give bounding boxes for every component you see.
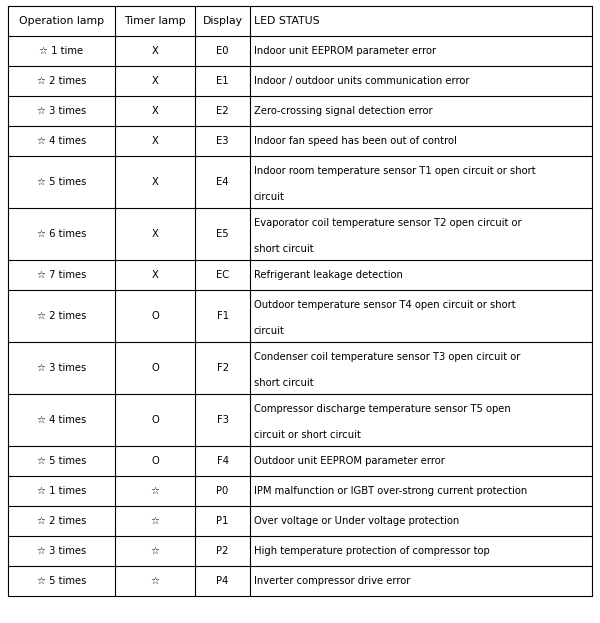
Text: ☆: ☆: [151, 486, 160, 496]
Text: ☆ 4 times: ☆ 4 times: [37, 136, 86, 146]
Text: Indoor unit EEPROM parameter error: Indoor unit EEPROM parameter error: [254, 46, 436, 56]
Text: O: O: [151, 363, 159, 373]
Text: E3: E3: [217, 136, 229, 146]
Text: ☆ 5 times: ☆ 5 times: [37, 177, 86, 187]
Text: F4: F4: [217, 456, 229, 466]
Text: short circuit: short circuit: [254, 378, 313, 388]
Text: Evaporator coil temperature sensor T2 open circuit or: Evaporator coil temperature sensor T2 op…: [254, 217, 521, 227]
Text: ☆ 6 times: ☆ 6 times: [37, 229, 86, 239]
Text: X: X: [152, 106, 158, 116]
Text: O: O: [151, 311, 159, 321]
Text: F2: F2: [217, 363, 229, 373]
Text: ☆ 3 times: ☆ 3 times: [37, 546, 86, 556]
Text: P1: P1: [217, 516, 229, 526]
Text: E2: E2: [217, 106, 229, 116]
Text: X: X: [152, 270, 158, 280]
Text: E5: E5: [217, 229, 229, 239]
Text: O: O: [151, 415, 159, 425]
Text: X: X: [152, 76, 158, 86]
Text: ☆ 2 times: ☆ 2 times: [37, 311, 86, 321]
Text: ☆ 5 times: ☆ 5 times: [37, 576, 86, 586]
Text: EC: EC: [216, 270, 229, 280]
Text: X: X: [152, 229, 158, 239]
Text: Condenser coil temperature sensor T3 open circuit or: Condenser coil temperature sensor T3 ope…: [254, 351, 520, 361]
Text: E4: E4: [217, 177, 229, 187]
Text: circuit or short circuit: circuit or short circuit: [254, 430, 361, 440]
Text: ☆: ☆: [151, 516, 160, 526]
Text: Refrigerant leakage detection: Refrigerant leakage detection: [254, 270, 403, 280]
Text: O: O: [151, 456, 159, 466]
Text: ☆ 3 times: ☆ 3 times: [37, 106, 86, 116]
Text: LED STATUS: LED STATUS: [254, 16, 319, 26]
Text: Compressor discharge temperature sensor T5 open: Compressor discharge temperature sensor …: [254, 404, 511, 414]
Text: Indoor room temperature sensor T1 open circuit or short: Indoor room temperature sensor T1 open c…: [254, 166, 535, 176]
Text: circuit: circuit: [254, 326, 284, 336]
Text: P2: P2: [217, 546, 229, 556]
Text: Indoor / outdoor units communication error: Indoor / outdoor units communication err…: [254, 76, 469, 86]
Text: ☆ 2 times: ☆ 2 times: [37, 76, 86, 86]
Text: ☆: ☆: [151, 576, 160, 586]
Text: Indoor fan speed has been out of control: Indoor fan speed has been out of control: [254, 136, 457, 146]
Text: X: X: [152, 136, 158, 146]
Text: ☆ 1 times: ☆ 1 times: [37, 486, 86, 496]
Text: ☆ 3 times: ☆ 3 times: [37, 363, 86, 373]
Text: Outdoor temperature sensor T4 open circuit or short: Outdoor temperature sensor T4 open circu…: [254, 300, 515, 310]
Text: Zero-crossing signal detection error: Zero-crossing signal detection error: [254, 106, 433, 116]
Text: F3: F3: [217, 415, 229, 425]
Text: E0: E0: [217, 46, 229, 56]
Text: ☆ 1 time: ☆ 1 time: [40, 46, 83, 56]
Text: X: X: [152, 46, 158, 56]
Text: ☆ 2 times: ☆ 2 times: [37, 516, 86, 526]
Text: P0: P0: [217, 486, 229, 496]
Text: ☆ 7 times: ☆ 7 times: [37, 270, 86, 280]
Text: Operation lamp: Operation lamp: [19, 16, 104, 26]
Text: X: X: [152, 177, 158, 187]
Text: P4: P4: [217, 576, 229, 586]
Text: Outdoor unit EEPROM parameter error: Outdoor unit EEPROM parameter error: [254, 456, 445, 466]
Text: High temperature protection of compressor top: High temperature protection of compresso…: [254, 546, 490, 556]
Text: Inverter compressor drive error: Inverter compressor drive error: [254, 576, 410, 586]
Text: E1: E1: [217, 76, 229, 86]
Text: circuit: circuit: [254, 191, 284, 202]
Text: F1: F1: [217, 311, 229, 321]
Text: ☆ 4 times: ☆ 4 times: [37, 415, 86, 425]
Text: ☆: ☆: [151, 546, 160, 556]
Text: ☆ 5 times: ☆ 5 times: [37, 456, 86, 466]
Text: short circuit: short circuit: [254, 244, 313, 254]
Text: Timer lamp: Timer lamp: [124, 16, 186, 26]
Text: Display: Display: [203, 16, 242, 26]
Text: IPM malfunction or IGBT over-strong current protection: IPM malfunction or IGBT over-strong curr…: [254, 486, 527, 496]
Text: Over voltage or Under voltage protection: Over voltage or Under voltage protection: [254, 516, 459, 526]
